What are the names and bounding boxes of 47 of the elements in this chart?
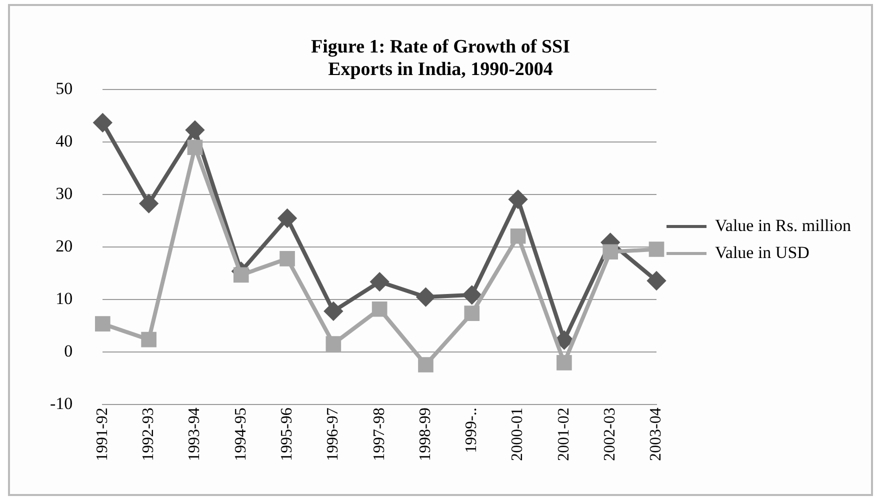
point xyxy=(555,331,574,350)
x-tick-label: 2002-03 xyxy=(602,408,619,461)
point xyxy=(324,302,342,320)
point xyxy=(648,272,666,290)
x-tick-label: 1997-98 xyxy=(370,408,388,461)
point xyxy=(464,306,480,321)
point xyxy=(186,121,204,140)
x-tick-label: 1993-94 xyxy=(186,408,204,461)
y-tick-label: 0 xyxy=(64,342,73,361)
point xyxy=(278,209,296,228)
y-tick-label: 40 xyxy=(56,132,73,151)
point xyxy=(370,272,389,291)
x-tick-label: 2003-04 xyxy=(648,408,665,461)
y-tick-label: 30 xyxy=(56,184,73,204)
x-tick-label: 1996-97 xyxy=(324,408,342,461)
point xyxy=(648,242,664,257)
point xyxy=(141,332,156,348)
y-tick-label: 20 xyxy=(56,236,73,256)
y-tick-label: 50 xyxy=(56,79,73,98)
chart-title: Figure 1: Rate of Growth of SSI Exports in India, 1990-2004 xyxy=(311,36,570,80)
point xyxy=(140,194,158,213)
y-tick-label: -10 xyxy=(50,394,73,414)
point xyxy=(509,190,528,208)
point xyxy=(233,267,249,283)
point xyxy=(280,251,295,266)
legend-label: Value in USD xyxy=(715,242,810,262)
x-tick-label: 1995-96 xyxy=(278,408,296,461)
point xyxy=(510,228,526,244)
x-tick-label: 1998-99 xyxy=(416,408,434,461)
y-tick-label: 10 xyxy=(56,289,73,308)
x-tick-label: 1994-95 xyxy=(232,408,250,461)
point xyxy=(602,244,618,260)
legend-label: Value in Rs. million xyxy=(715,216,852,235)
point xyxy=(418,357,434,372)
x-tick-label: 1991-92 xyxy=(94,408,111,461)
point xyxy=(326,336,342,352)
x-tick-label: 1992-93 xyxy=(140,408,158,461)
x-tick-label: 2001-02 xyxy=(555,408,572,461)
x-tick-label: 1999-.. xyxy=(463,408,480,453)
point xyxy=(556,355,572,370)
point xyxy=(187,140,203,156)
point xyxy=(416,288,435,306)
x-tick-label: 2000-01 xyxy=(509,408,526,461)
point xyxy=(95,316,110,332)
point xyxy=(462,286,481,304)
point xyxy=(372,301,388,317)
point xyxy=(94,114,112,132)
